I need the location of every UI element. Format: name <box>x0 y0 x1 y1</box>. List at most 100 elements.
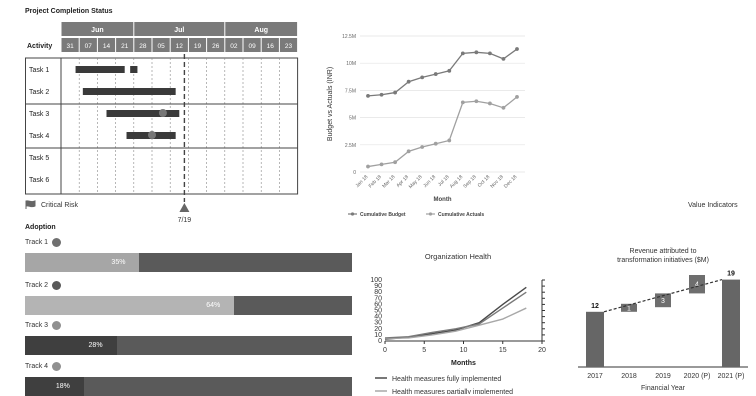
gantt-task-label: Task 5 <box>29 155 49 162</box>
gantt-month-label: Jun <box>91 27 103 34</box>
track-progress-bar: 64% <box>25 296 352 315</box>
budget-data-point <box>474 99 479 104</box>
budget-x-tick: Jan 18 <box>355 174 370 189</box>
revenue-x-tick: 2018 <box>621 373 637 380</box>
track-label: Track 3 <box>25 321 62 330</box>
budget-data-point <box>433 72 438 76</box>
budget-data-point <box>501 105 506 110</box>
gantt-day-header <box>116 38 134 52</box>
budget-data-point <box>393 90 397 95</box>
track-name: Track 2 <box>25 282 49 289</box>
revenue-data-label: 12 <box>591 303 599 310</box>
gantt-risk-marker <box>158 109 167 117</box>
track-progress-fill: 64% <box>25 296 235 315</box>
gantt-day-label: 09 <box>248 43 256 50</box>
gantt-today-label: 7/19 <box>178 217 192 224</box>
budget-y-tick: 2.5M <box>345 143 356 149</box>
track-progress-bar: 28% <box>25 336 352 355</box>
gantt-task-label: Task 6 <box>29 177 49 184</box>
track-name: Track 4 <box>25 363 49 370</box>
health-y-tick: 30 <box>374 320 382 327</box>
budget-data-point <box>379 92 384 97</box>
gantt-task-label: Task 3 <box>29 111 49 118</box>
critical-risk-label: Critical Risk <box>41 201 78 209</box>
budget-x-tick: Aug 18 <box>449 174 465 190</box>
gantt-task-bar <box>106 110 180 117</box>
budget-legend-label: Cumulative Actuals <box>438 212 484 218</box>
gantt-day-header <box>243 38 261 52</box>
gantt-day-header <box>279 38 298 52</box>
health-x-tick: 0 <box>383 347 387 354</box>
budget-x-tick: Oct 18 <box>477 174 492 189</box>
health-x-tick: 15 <box>499 347 507 354</box>
gantt-day-label: 26 <box>212 43 220 50</box>
revenue-increment-bar <box>621 303 637 312</box>
track-progress-fill: 18% <box>25 377 84 396</box>
gantt-day-header <box>207 38 225 52</box>
track-progress-bar: 35% <box>25 253 352 272</box>
track-percent-label: 28% <box>88 342 103 349</box>
track-percent-label: 35% <box>111 259 126 266</box>
gantt-day-header <box>261 38 279 52</box>
budget-data-point <box>366 93 370 98</box>
gantt-day-label: 16 <box>267 43 275 50</box>
track-status-dot <box>52 281 62 290</box>
track-status-dot <box>52 362 62 371</box>
revenue-data-label: 1 <box>627 305 631 312</box>
health-y-tick: 40 <box>374 314 382 321</box>
budget-data-point <box>488 101 492 106</box>
health-y-tick: 60 <box>374 301 382 308</box>
revenue-title-line2: transformation initiatives ($M) <box>617 257 709 264</box>
health-legend-label: Health measures fully implemented <box>392 376 501 383</box>
health-y-tick: 80 <box>374 289 382 296</box>
gantt-month-label: Jul <box>174 27 184 34</box>
track-label: Track 4 <box>25 362 62 371</box>
budget-y-tick: 10M <box>346 61 356 67</box>
gantt-chart: Jun Jul Aug Activity 31 07 14 21 28 05 12 19 26 02 09 1… <box>25 22 299 224</box>
budget-y-tick: 0 <box>353 170 356 176</box>
budget-series-line <box>367 48 518 97</box>
gantt-day-header <box>97 38 116 52</box>
gantt-day-label: 14 <box>103 43 111 50</box>
track-status-dot <box>52 238 62 247</box>
budget-x-tick: Mar 18 <box>381 174 396 189</box>
revenue-x-tick: 2020 (P) <box>684 373 711 380</box>
budget-data-point <box>433 141 438 146</box>
gantt-day-label: 19 <box>194 43 202 50</box>
organization-health-chart: Organization Health010203040506070809010… <box>370 252 546 394</box>
revenue-data-label: 3 <box>661 298 665 305</box>
revenue-increment-bar <box>689 275 705 294</box>
budget-data-point <box>393 160 397 165</box>
revenue-x-axis-label: Financial Year <box>641 385 686 392</box>
revenue-data-label: 4 <box>695 282 699 289</box>
budget-x-tick: Sep 18 <box>462 174 478 190</box>
track-progress-bar: 18% <box>25 377 352 396</box>
revenue-x-tick: 2019 <box>655 373 671 380</box>
gantt-day-label: 21 <box>121 43 129 50</box>
gantt-day-header <box>61 38 79 52</box>
budget-legend-marker <box>428 212 433 216</box>
budget-series-line <box>367 96 518 168</box>
revenue-title-line1: Revenue attributed to <box>630 248 697 255</box>
track-name: Track 1 <box>25 239 49 246</box>
budget-x-tick: Dec 18 <box>503 174 519 190</box>
budget-x-tick: Nov 18 <box>489 174 505 190</box>
gantt-month-header <box>134 22 225 36</box>
track-percent-label: 64% <box>206 302 221 309</box>
health-x-axis-label: Months <box>451 360 476 367</box>
health-y-tick: 20 <box>374 326 382 333</box>
track-progress-fill: 28% <box>25 336 117 355</box>
budget-x-axis-label: Month <box>434 197 452 203</box>
budget-legend-marker <box>350 212 355 216</box>
health-y-tick: 70 <box>374 295 382 302</box>
gantt-risk-marker <box>148 131 156 139</box>
gantt-day-header <box>225 38 243 52</box>
gantt-day-header <box>170 38 188 52</box>
gantt-day-label: 12 <box>176 43 184 50</box>
gantt-task-bar <box>82 88 176 95</box>
health-series-line <box>384 291 527 339</box>
gantt-task-bar <box>75 66 125 73</box>
value-indicators-label: Value Indicators <box>688 202 738 209</box>
track-status-dot <box>52 321 62 330</box>
track-label: Track 1 <box>25 238 62 247</box>
